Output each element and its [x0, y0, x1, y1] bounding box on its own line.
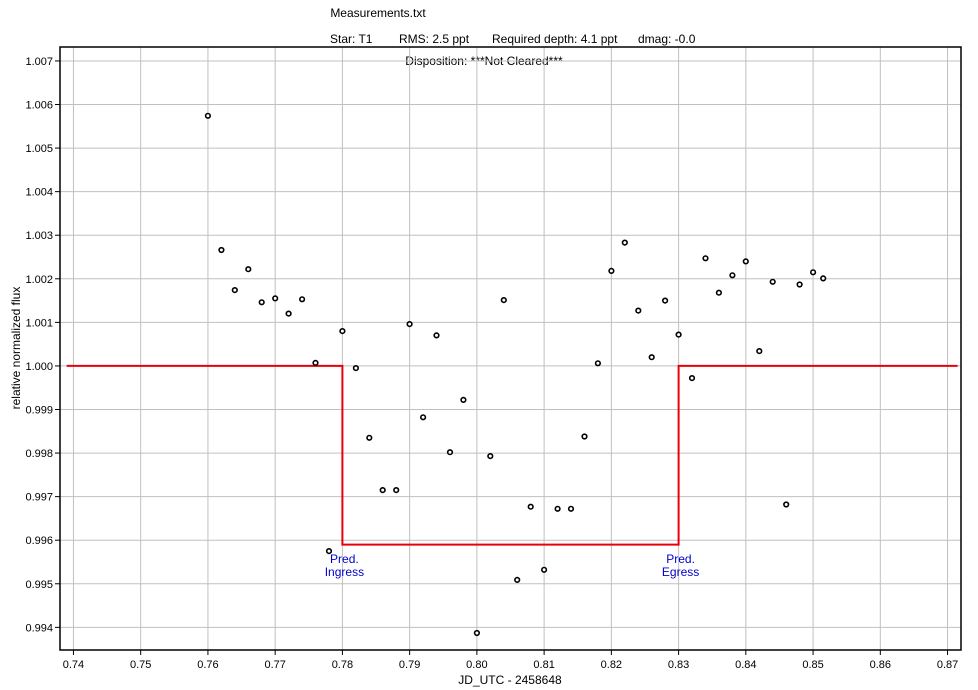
- data-point: [231, 287, 238, 294]
- egress-annotation: Pred.: [666, 552, 695, 566]
- data-point: [769, 278, 776, 285]
- data-point: [285, 310, 292, 317]
- y-tick-label: 0.995: [25, 579, 53, 591]
- y-tick-label: 1.005: [25, 143, 53, 155]
- y-tick-label: 1.000: [25, 361, 53, 373]
- data-point: [635, 307, 642, 314]
- data-point: [756, 348, 763, 355]
- data-point: [446, 449, 454, 456]
- data-point: [783, 501, 790, 508]
- data-point: [675, 331, 682, 338]
- x-tick-label: 0.83: [668, 659, 689, 671]
- x-tick-label: 0.76: [197, 659, 218, 671]
- data-point: [729, 272, 736, 279]
- x-tick-label: 0.74: [63, 659, 84, 671]
- data-point: [621, 239, 628, 246]
- y-tick-label: 1.001: [25, 317, 53, 329]
- x-tick-label: 0.75: [130, 659, 151, 671]
- x-tick-label: 0.78: [332, 659, 353, 671]
- data-point: [742, 258, 749, 265]
- subtitle-star: Star: T1: [330, 32, 373, 46]
- y-tick-label: 0.997: [25, 492, 53, 504]
- data-point: [661, 297, 669, 304]
- ingress-annotation: Pred.: [330, 552, 359, 566]
- data-point: [648, 354, 655, 361]
- data-point: [540, 566, 548, 573]
- data-point: [527, 503, 534, 510]
- data-point: [218, 246, 225, 254]
- data-point: [420, 414, 427, 421]
- data-point: [258, 299, 265, 306]
- x-tick-label: 0.85: [802, 659, 823, 671]
- data-point: [272, 295, 279, 302]
- data-point: [393, 487, 400, 494]
- y-axis-label: relative normalized flux: [9, 287, 23, 410]
- y-tick-label: 1.002: [25, 274, 53, 286]
- chart-title: Measurements.txt: [330, 6, 426, 20]
- data-point: [352, 365, 360, 372]
- data-point: [433, 332, 440, 339]
- data-point: [312, 359, 319, 367]
- model-line-group: [66, 364, 958, 546]
- y-tick-label: 0.998: [25, 448, 53, 460]
- transit-model-line: [66, 364, 958, 546]
- x-axis-label: JD_UTC - 2458648: [458, 673, 562, 687]
- y-tick-label: 1.003: [25, 230, 53, 242]
- data-point: [379, 487, 386, 494]
- data-point: [487, 453, 494, 460]
- data-point: [500, 297, 507, 304]
- data-point: [339, 328, 346, 335]
- x-tick-label: 0.77: [264, 659, 285, 671]
- data-point: [820, 275, 827, 282]
- egress-annotation: Egress: [662, 565, 699, 579]
- data-point: [688, 375, 696, 382]
- data-point: [366, 434, 373, 441]
- data-point: [299, 296, 306, 303]
- data-point: [715, 289, 723, 296]
- data-point: [554, 505, 561, 512]
- data-point: [809, 269, 817, 276]
- data-point: [514, 576, 521, 584]
- grid: [60, 47, 961, 650]
- x-tick-label: 0.80: [466, 659, 487, 671]
- data-point: [796, 281, 803, 288]
- data-point: [406, 321, 413, 328]
- x-tick-label: 0.84: [735, 659, 756, 671]
- y-tick-label: 0.999: [25, 404, 53, 416]
- x-tick-label: 0.87: [937, 659, 958, 671]
- ingress-annotation: Ingress: [325, 565, 364, 579]
- y-tick-label: 0.996: [25, 535, 53, 547]
- plot-frame: [59, 46, 962, 651]
- y-tick-label: 0.994: [25, 622, 53, 634]
- subtitle-dmag: dmag: -0.0: [638, 32, 696, 46]
- data-point: [460, 396, 467, 404]
- data-point: [702, 255, 709, 262]
- subtitle-rms: RMS: 2.5 ppt: [399, 32, 470, 46]
- data-point: [245, 266, 252, 273]
- x-axis-ticks: 0.74 0.75 0.76 0.77 0.78 0.79 0.80 0.81 0.82 0.83…: [63, 650, 958, 671]
- subtitle-required-depth: Required depth: 4.1 ppt: [492, 32, 618, 46]
- y-tick-label: 1.006: [25, 100, 53, 112]
- data-point: [473, 629, 481, 637]
- data-point: [567, 505, 575, 512]
- x-tick-label: 0.81: [533, 659, 554, 671]
- y-tick-label: 1.004: [25, 187, 53, 199]
- data-point: [204, 112, 211, 119]
- data-point: [608, 267, 615, 275]
- x-tick-label: 0.86: [870, 659, 891, 671]
- data-points: [204, 112, 827, 637]
- y-axis-ticks: 0.994 0.995 0.996 0.997 0.998 0.999 1.000 1.001…: [25, 56, 60, 634]
- x-tick-label: 0.82: [601, 659, 622, 671]
- data-point: [594, 360, 602, 367]
- data-point: [325, 547, 333, 555]
- data-point: [581, 433, 588, 440]
- y-tick-label: 1.007: [25, 56, 53, 68]
- x-tick-label: 0.79: [399, 659, 420, 671]
